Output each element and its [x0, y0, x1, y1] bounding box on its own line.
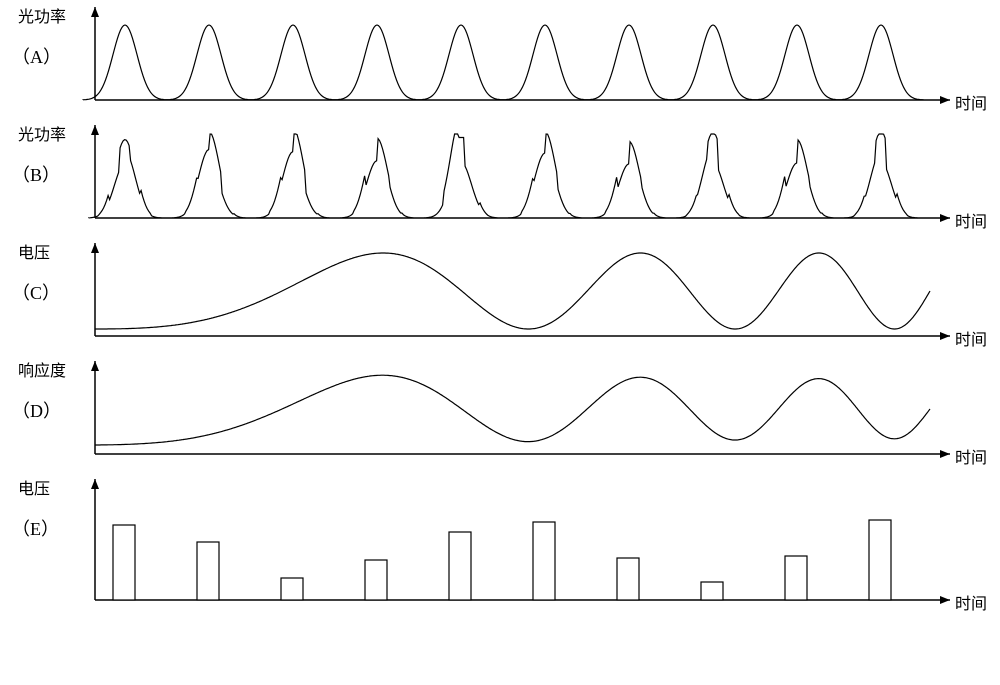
x-label-C: 时间	[955, 326, 987, 350]
panel-letter-E: （E）	[12, 515, 59, 541]
panel-letter-D: （D）	[12, 397, 61, 423]
panel-letter-A: （A）	[12, 43, 61, 69]
panel-svg-A	[0, 0, 1000, 685]
x-label-A: 时间	[955, 90, 987, 114]
panel-letter-C: （C）	[12, 279, 60, 305]
panel-svg-C	[0, 0, 1000, 685]
panel-svg-B	[0, 0, 1000, 685]
x-label-E: 时间	[955, 590, 987, 614]
y-label-D: 响应度	[18, 357, 66, 381]
panel-svg-D	[0, 0, 1000, 685]
diagram-container: 光功率（A）时间光功率（B）时间电压（C）时间响应度（D）时间电压（E）时间	[0, 0, 1000, 685]
y-label-A: 光功率	[18, 3, 66, 27]
y-label-E: 电压	[18, 475, 50, 499]
panel-letter-B: （B）	[12, 161, 60, 187]
x-label-D: 时间	[955, 444, 987, 468]
y-label-B: 光功率	[18, 121, 66, 145]
y-label-C: 电压	[18, 239, 50, 263]
panel-svg-E	[0, 0, 1000, 685]
x-label-B: 时间	[955, 208, 987, 232]
